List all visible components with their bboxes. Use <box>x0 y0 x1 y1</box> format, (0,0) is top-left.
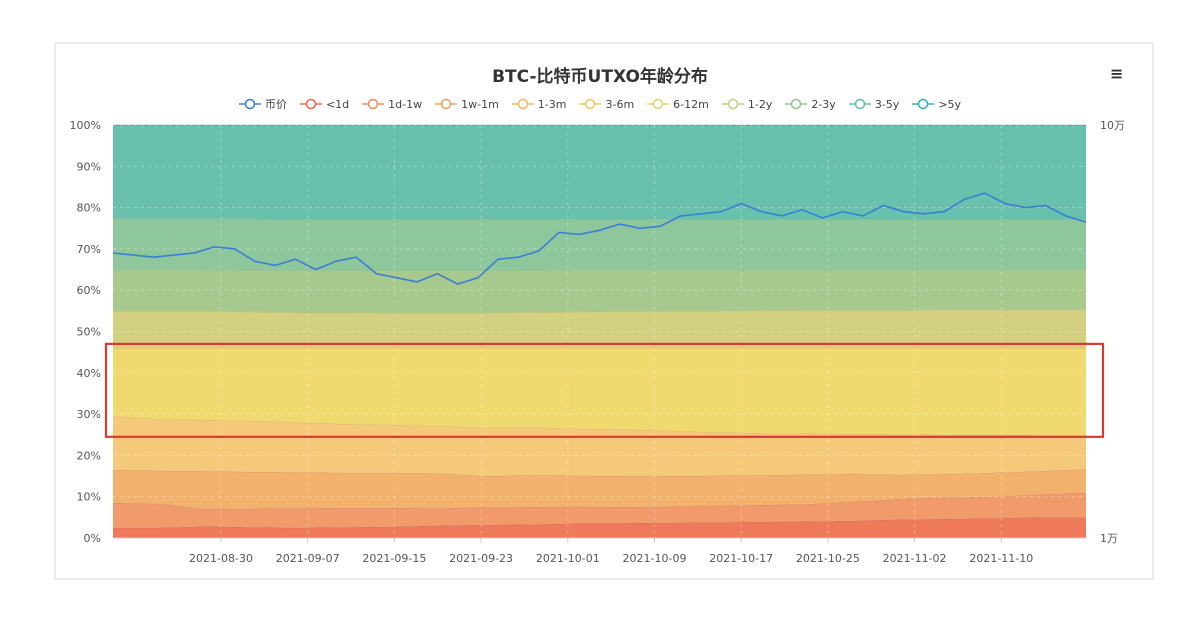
legend-item[interactable]: 1-2y <box>721 96 773 112</box>
y-right-tick-label: 10万 <box>1100 119 1125 132</box>
legend-marker-icon <box>647 98 670 110</box>
hamburger-menu-icon[interactable]: ≡ <box>1110 64 1124 83</box>
x-tick-label: 2021-09-07 <box>276 552 340 565</box>
area-band-1-2y <box>113 269 1086 313</box>
legend-marker-icon <box>848 98 871 110</box>
area-band-3-6m <box>113 348 1086 436</box>
legend-marker-icon <box>511 98 534 110</box>
legend-label: 3-6m <box>605 97 635 111</box>
legend-label: 币价 <box>264 98 287 111</box>
y-tick-label: 20% <box>77 449 101 462</box>
area-band-1d-1w <box>113 492 1086 528</box>
legend-marker-icon <box>721 98 744 110</box>
legend-marker-icon <box>912 98 935 110</box>
legend-marker-icon <box>362 98 385 110</box>
legend-label: 1w-1m <box>461 97 499 111</box>
legend-item[interactable]: 2-3y <box>785 96 836 112</box>
legend-label: 1d-1w <box>388 97 423 111</box>
y-tick-label: 50% <box>77 326 101 339</box>
y-right-tick-label: 1万 <box>1100 532 1118 545</box>
x-tick-label: 2021-08-30 <box>189 552 253 565</box>
x-tick-label: 2021-10-01 <box>536 552 600 565</box>
legend-item[interactable]: 1w-1m <box>435 96 499 112</box>
legend-marker-icon <box>238 98 261 110</box>
y-tick-label: 30% <box>77 408 101 421</box>
chart-legend: 币价 <1d 1d-1w 1w-1m 1-3m 3-6m 6-12m 1-2y 2-3y 3-5y… <box>0 96 1200 112</box>
x-tick-label: 2021-10-17 <box>709 552 773 565</box>
area-band-1-3m <box>113 416 1086 477</box>
area-band-6-12m <box>113 309 1086 348</box>
legend-item[interactable]: 3-5y <box>848 96 900 112</box>
y-tick-label: 0% <box>84 532 101 545</box>
price-line <box>112 192 1087 285</box>
legend-label: 6-12m <box>673 97 709 111</box>
legend-marker-icon <box>299 98 322 110</box>
legend-label: 1-3m <box>537 97 567 111</box>
legend-label: 3-5y <box>874 97 900 111</box>
legend-label: 1-2y <box>747 97 773 111</box>
highlight-box <box>104 342 1105 438</box>
y-tick-label: 100% <box>70 119 101 132</box>
y-tick-label: 80% <box>77 202 101 215</box>
legend-item[interactable]: 6-12m <box>647 96 709 112</box>
chart-title: BTC-比特币UTXO年龄分布 <box>492 67 708 87</box>
y-tick-label: 10% <box>77 491 101 504</box>
legend-item[interactable]: 1d-1w <box>362 96 422 112</box>
legend-label: >5y <box>938 97 962 111</box>
legend-label: 2-3y <box>811 97 836 111</box>
legend-label: <1d <box>325 97 350 111</box>
y-tick-label: 90% <box>77 160 101 173</box>
x-tick-label: 2021-11-02 <box>883 552 947 565</box>
legend-marker-icon <box>579 98 602 110</box>
y-tick-label: 70% <box>77 243 101 256</box>
x-tick-label: 2021-10-09 <box>623 552 687 565</box>
legend-item[interactable]: >5y <box>912 96 961 112</box>
legend-marker-icon <box>785 98 808 110</box>
legend-item[interactable]: 3-6m <box>579 96 634 112</box>
legend-item[interactable]: <1d <box>299 96 350 112</box>
legend-item[interactable]: 币价 <box>238 96 287 112</box>
area-band-3-5y <box>113 125 1086 220</box>
legend-item[interactable]: 1-3m <box>511 96 567 112</box>
x-tick-label: 2021-09-15 <box>362 552 426 565</box>
y-tick-label: 60% <box>77 284 101 297</box>
area-band-1w-1m <box>113 469 1086 510</box>
x-tick-label: 2021-10-25 <box>796 552 860 565</box>
area-band-<1d <box>113 517 1086 538</box>
legend-marker-icon <box>435 98 458 110</box>
x-tick-label: 2021-09-23 <box>449 552 513 565</box>
y-tick-label: 40% <box>77 367 101 380</box>
x-tick-label: 2021-11-10 <box>969 552 1033 565</box>
